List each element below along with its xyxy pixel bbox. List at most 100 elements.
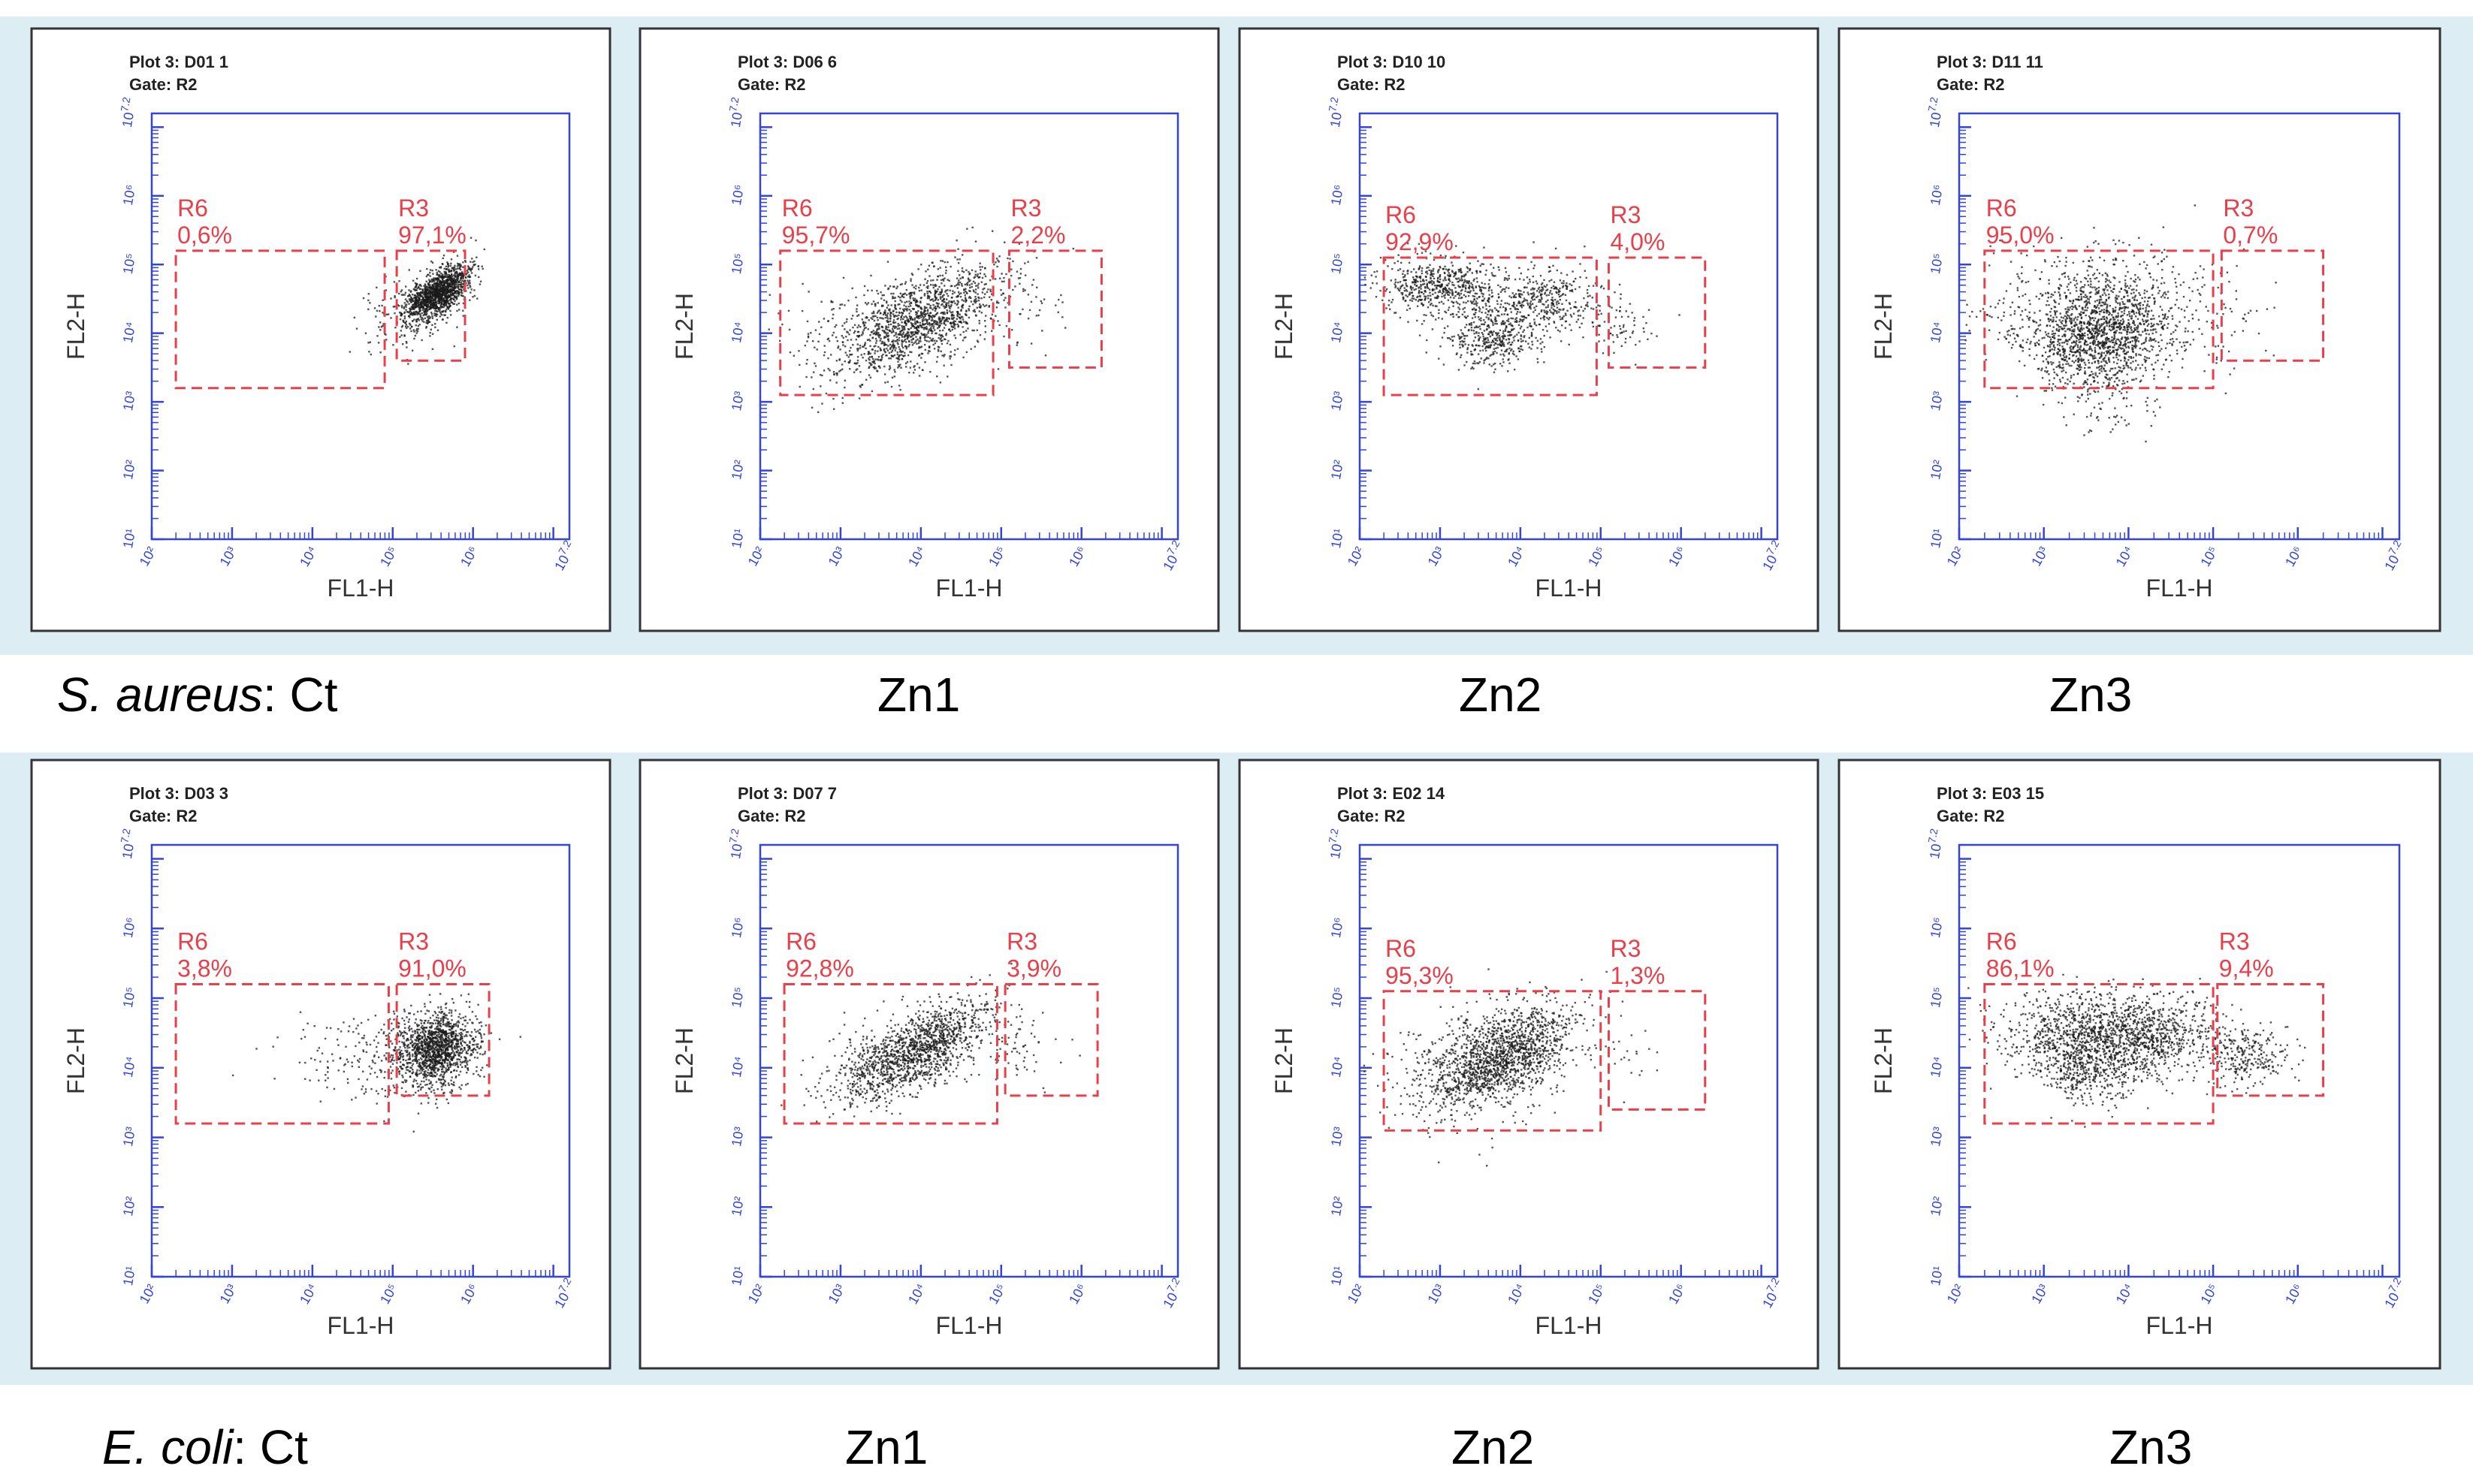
event-dot bbox=[1488, 297, 1490, 300]
event-dot bbox=[920, 312, 922, 315]
event-dot bbox=[940, 336, 943, 339]
event-dot bbox=[859, 326, 862, 328]
event-dot bbox=[438, 282, 441, 285]
event-dot bbox=[1496, 314, 1499, 317]
event-dot bbox=[908, 328, 910, 330]
event-dot bbox=[1430, 312, 1432, 314]
event-dot bbox=[911, 344, 914, 346]
event-dot bbox=[1543, 303, 1545, 306]
event-dot bbox=[798, 350, 800, 352]
event-dot bbox=[1472, 300, 1475, 303]
event-dot bbox=[884, 351, 886, 354]
event-dot bbox=[1447, 269, 1449, 271]
event-dot bbox=[406, 295, 409, 297]
event-dot bbox=[929, 304, 932, 307]
event-dot bbox=[973, 329, 975, 332]
event-dot bbox=[1620, 315, 1623, 318]
event-dot bbox=[1477, 260, 1479, 262]
event-dot bbox=[1444, 297, 1446, 299]
event-dot bbox=[1452, 313, 1454, 315]
event-dot bbox=[426, 309, 429, 312]
event-dot bbox=[439, 311, 442, 313]
event-dot bbox=[1423, 282, 1426, 285]
event-dot bbox=[1424, 290, 1427, 292]
event-dot bbox=[382, 299, 384, 301]
event-dot bbox=[460, 284, 463, 287]
event-dot bbox=[1478, 325, 1481, 327]
event-dot bbox=[1387, 304, 1390, 306]
event-dot bbox=[412, 294, 414, 296]
event-dot bbox=[1433, 282, 1435, 285]
x-axis-label: FL1-H bbox=[936, 575, 1003, 602]
event-dot bbox=[438, 306, 440, 309]
event-dot bbox=[1525, 299, 1527, 301]
event-dot bbox=[967, 277, 970, 279]
event-dot bbox=[422, 303, 424, 306]
event-dot bbox=[445, 292, 448, 295]
event-dot bbox=[968, 273, 971, 276]
event-dot bbox=[943, 305, 945, 307]
event-dot bbox=[1420, 288, 1422, 290]
event-dot bbox=[1409, 299, 1412, 301]
event-dot bbox=[1477, 335, 1480, 337]
event-dot bbox=[1539, 275, 1542, 277]
event-dot bbox=[1441, 295, 1443, 298]
event-dot bbox=[997, 320, 999, 322]
event-dot bbox=[460, 281, 463, 284]
event-dot bbox=[1559, 299, 1561, 301]
event-dot bbox=[924, 348, 926, 351]
event-dot bbox=[789, 351, 792, 354]
event-dot bbox=[1555, 301, 1558, 303]
event-dot bbox=[1558, 308, 1560, 311]
event-dot bbox=[1496, 336, 1499, 339]
event-dot bbox=[983, 273, 986, 276]
event-dot bbox=[455, 296, 457, 299]
event-dot bbox=[892, 285, 895, 288]
event-dot bbox=[938, 318, 941, 321]
event-dot bbox=[939, 291, 941, 294]
event-dot bbox=[1543, 361, 1545, 363]
event-dot bbox=[1433, 273, 1435, 275]
event-dot bbox=[1451, 270, 1454, 273]
event-dot bbox=[952, 311, 954, 313]
event-dot bbox=[380, 326, 383, 328]
event-dot bbox=[1457, 280, 1460, 283]
event-dot bbox=[929, 312, 932, 315]
event-dot bbox=[898, 346, 900, 348]
event-dot bbox=[895, 331, 897, 334]
event-dot bbox=[454, 271, 456, 274]
event-dot bbox=[427, 319, 429, 321]
event-dot bbox=[428, 291, 430, 293]
event-dot bbox=[1629, 303, 1632, 305]
event-dot bbox=[850, 339, 853, 341]
event-dot bbox=[435, 315, 438, 318]
event-dot bbox=[464, 260, 467, 262]
event-dot bbox=[934, 319, 936, 322]
event-dot bbox=[402, 319, 404, 321]
event-dot bbox=[929, 350, 931, 352]
event-dot bbox=[405, 320, 407, 323]
event-dot bbox=[912, 338, 914, 340]
event-dot bbox=[1474, 336, 1477, 339]
event-dot bbox=[937, 268, 939, 270]
event-dot bbox=[893, 344, 895, 347]
event-dot bbox=[898, 312, 901, 314]
event-dot bbox=[423, 294, 425, 296]
event-dot bbox=[882, 353, 884, 356]
event-dot bbox=[1001, 280, 1004, 283]
event-dot bbox=[1489, 354, 1491, 357]
event-dot bbox=[927, 350, 930, 352]
event-dot bbox=[1508, 323, 1510, 325]
event-dot bbox=[1446, 289, 1448, 291]
event-dot bbox=[886, 261, 889, 263]
event-dot bbox=[442, 299, 445, 302]
event-dot bbox=[1403, 287, 1406, 289]
event-dot bbox=[894, 325, 896, 328]
x-axis-label: FL1-H bbox=[1535, 575, 1602, 602]
event-dot bbox=[984, 267, 986, 270]
event-dot bbox=[438, 276, 440, 279]
event-dot bbox=[977, 285, 979, 287]
event-dot bbox=[445, 308, 448, 311]
event-dot bbox=[453, 283, 456, 285]
event-dot bbox=[929, 275, 931, 277]
